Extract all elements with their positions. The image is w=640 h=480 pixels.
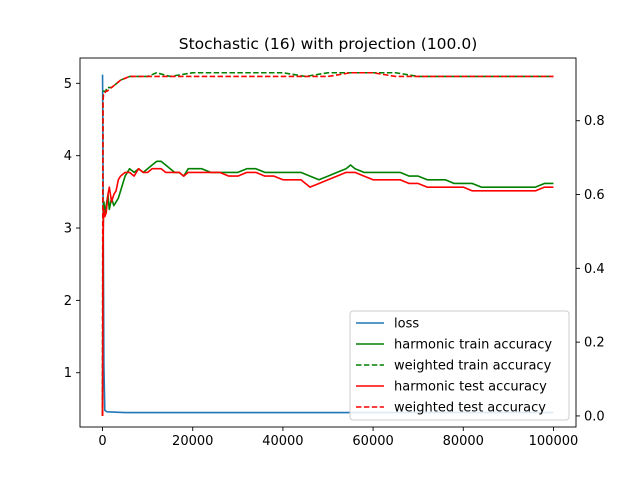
series-line-harmonic-test-accuracy [101,167,554,416]
y-axis-left: 1 2 3 4 5 [64,77,80,381]
y-left-tick-label: 5 [64,77,72,92]
plot-lines [101,71,554,416]
y-right-tick-label: 0.0 [584,409,605,424]
x-tick-label: 40000 [262,434,303,449]
y-right-tick-label: 0.4 [584,262,605,277]
legend-label-harmonic-train-accuracy: harmonic train accuracy [394,338,552,353]
y-axis-right: 0.0 0.2 0.4 0.6 0.8 [576,114,605,424]
legend-label-loss: loss [394,317,419,332]
y-left-tick-label: 3 [64,222,72,237]
legend-box [349,310,570,421]
plot-frame [79,57,577,428]
y-right-tick-label: 0.8 [584,114,605,129]
x-tick-label: 60000 [352,434,393,449]
legend: loss harmonic train accuracy weighted trai… [349,310,570,421]
y-right-tick-label: 0.6 [584,188,605,203]
chart-title: Stochastic (16) with projection (100.0) [179,35,478,53]
legend-label-weighted-test-accuracy: weighted test accuracy [394,401,546,416]
legend-label-weighted-train-accuracy: weighted train accuracy [394,359,552,374]
x-tick-label: 0 [98,434,106,449]
x-tick-label: 100000 [529,434,579,449]
y-left-tick-label: 4 [64,149,72,164]
x-tick-label: 80000 [443,434,484,449]
y-left-tick-label: 2 [64,294,72,309]
y-right-tick-label: 0.2 [584,336,605,351]
x-tick-label: 20000 [172,434,213,449]
y-left-tick-label: 1 [64,366,72,381]
series-line-weighted-test-accuracy [101,71,554,416]
x-axis: 0 20000 40000 60000 80000 100000 [98,427,578,449]
legend-label-harmonic-test-accuracy: harmonic test accuracy [394,380,547,395]
series-line-harmonic-train-accuracy [101,160,554,416]
